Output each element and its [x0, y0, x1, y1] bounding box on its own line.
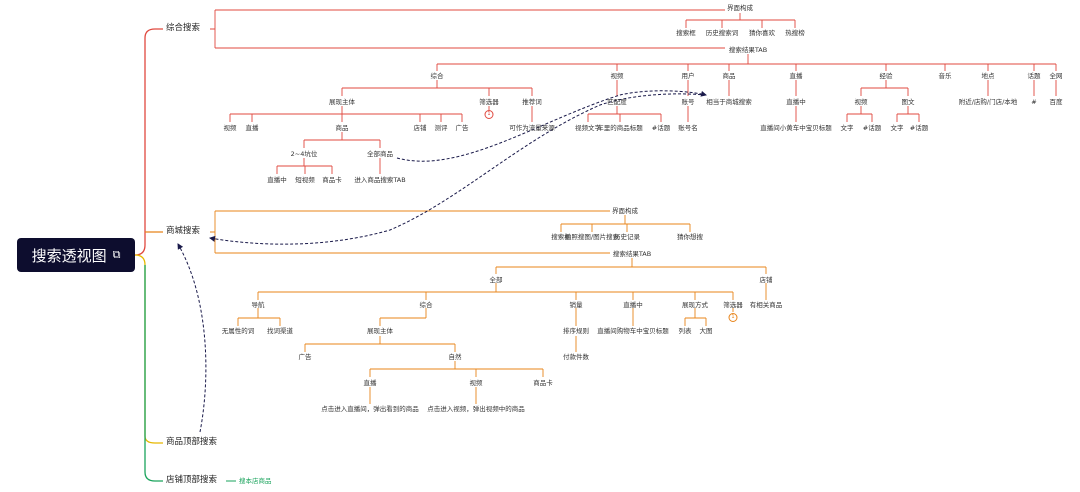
s2-sales-item[interactable]: 付款件数 — [563, 353, 589, 361]
s2-zh-main[interactable]: 展现主体 — [367, 327, 393, 335]
s1-video-child[interactable]: 匹配度 — [607, 98, 627, 106]
s2-shop-item[interactable]: 有相关商品 — [749, 301, 783, 309]
s1-tab[interactable]: 综合 — [430, 72, 444, 80]
branch-mall-search[interactable]: 商城搜索 — [166, 226, 201, 236]
s2-tab-node[interactable]: 搜索结果TAB — [612, 250, 652, 258]
s1-zh-main[interactable]: 展现主体 — [329, 98, 355, 106]
s2-all-item[interactable]: 综合 — [419, 301, 433, 309]
s1-video-item[interactable]: 视频文字 — [575, 124, 601, 132]
s2-all-item[interactable]: 展现方式 — [682, 301, 708, 309]
s2-display-item[interactable]: 列表 — [678, 327, 692, 335]
s1-ui-item[interactable]: 猜你喜欢 — [749, 29, 775, 37]
s1-video-item[interactable]: #话题 — [651, 124, 671, 132]
s1-user-item[interactable]: 账号名 — [678, 124, 698, 132]
s1-tab[interactable]: 视频 — [610, 72, 624, 80]
s1-goods-b-item[interactable]: 进入商品搜索TAB — [354, 176, 406, 184]
s1-tab[interactable]: 地点 — [981, 72, 995, 80]
s1-main-item[interactable]: 直播 — [245, 124, 259, 132]
s2-ui-node[interactable]: 界面构成 — [612, 207, 638, 215]
s1-tab[interactable]: 音乐 — [938, 72, 952, 80]
s1-goods-a-item[interactable]: 短视频 — [295, 176, 315, 184]
s2-all-item[interactable]: 导航 — [251, 301, 265, 309]
s1-goods-child[interactable]: 相当于商城搜索 — [706, 98, 752, 106]
s2-sales-child[interactable]: 排序规则 — [563, 327, 589, 335]
s2-ui-item[interactable]: 搜索框 — [551, 233, 571, 241]
branch-product-top-search[interactable]: 商品顶部搜索 — [166, 437, 218, 447]
s1-user-child[interactable]: 账号 — [681, 98, 695, 106]
s2-all-item[interactable]: 筛选器 — [723, 301, 743, 309]
s2-all[interactable]: 全部 — [489, 276, 503, 284]
s1-ui-item[interactable]: 热搜榜 — [785, 29, 805, 37]
s2-nav-item[interactable]: 找词渠道 — [267, 327, 293, 335]
collapse-icon[interactable]: 1 — [484, 110, 494, 119]
s1-main-item[interactable]: 店铺 — [413, 124, 427, 132]
s1-tab-node[interactable]: 搜索结果TAB — [728, 46, 768, 54]
s2-zh-item[interactable]: 自然 — [448, 353, 462, 361]
root-node[interactable]: 搜索透视图 ⧉ — [17, 238, 135, 272]
store-search-child[interactable]: 搜本店商品 — [239, 477, 272, 485]
s1-main-item[interactable]: 广告 — [455, 124, 469, 132]
collapse-icon[interactable]: 1 — [728, 313, 738, 322]
s1-goods-a[interactable]: 2~4坑位 — [290, 150, 318, 158]
s2-display-item[interactable]: 大图 — [699, 327, 713, 335]
s2-natural-item[interactable]: 直播 — [363, 379, 377, 387]
s1-exp-a-item[interactable]: #话题 — [862, 124, 882, 132]
s1-ui-item[interactable]: 历史搜索词 — [705, 29, 739, 37]
branch-general-search[interactable]: 综合搜索 — [166, 23, 201, 33]
s2-video-detail[interactable]: 点击进入视频，弹出视频中的商品 — [427, 405, 525, 413]
copy-icon[interactable]: ⧉ — [112, 248, 121, 261]
branch-store-top-search[interactable]: 店铺顶部搜索 — [166, 475, 218, 485]
s2-all-item[interactable]: 直播中 — [623, 301, 643, 309]
s1-live-child[interactable]: 直播中 — [786, 98, 806, 106]
s1-topic-child[interactable]: # — [1031, 98, 1037, 106]
s1-tab[interactable]: 话题 — [1027, 72, 1041, 80]
root-title: 搜索透视图 — [31, 246, 107, 265]
s2-ui-item[interactable]: 猜你想搜 — [677, 233, 703, 241]
s1-exp-a-item[interactable]: 文字 — [840, 124, 854, 132]
s1-zh-rec[interactable]: 推荐词 — [522, 98, 542, 106]
s1-tab[interactable]: 商品 — [722, 72, 736, 80]
s1-live-item[interactable]: 直播间小黄车中宝贝标题 — [760, 124, 832, 132]
s1-exp-b[interactable]: 图文 — [901, 98, 915, 106]
s2-natural-item[interactable]: 视频 — [469, 379, 483, 387]
s2-natural-item[interactable]: 商品卡 — [533, 379, 553, 387]
s1-goods-b[interactable]: 全部商品 — [367, 150, 393, 158]
s1-zh-rec-child[interactable]: 可作为流量来源 — [509, 124, 555, 132]
s1-exp-b-item[interactable]: #话题 — [909, 124, 929, 132]
s1-main-item[interactable]: 视频 — [223, 124, 237, 132]
s1-video-item[interactable]: 车里的商品标题 — [597, 124, 643, 132]
s1-ui-node[interactable]: 界面构成 — [727, 4, 753, 12]
s2-livein-child[interactable]: 直播间购物车中宝贝标题 — [597, 327, 669, 335]
s1-zh-filter[interactable]: 筛选器 — [479, 98, 499, 106]
s2-nav-item[interactable]: 无属性的词 — [221, 327, 255, 335]
s1-tab[interactable]: 经验 — [879, 72, 893, 80]
s1-tab[interactable]: 直播 — [789, 72, 803, 80]
s1-goods-a-item[interactable]: 商品卡 — [322, 176, 342, 184]
s1-web-child[interactable]: 百度 — [1049, 98, 1063, 106]
s1-tab[interactable]: 用户 — [681, 72, 695, 80]
s1-tab[interactable]: 全网 — [1049, 72, 1063, 80]
s1-place-child[interactable]: 附近/店购/门店/本地 — [958, 98, 1018, 106]
s1-main-item[interactable]: 测评 — [434, 124, 448, 132]
s1-ui-item[interactable]: 搜索框 — [676, 29, 696, 37]
s1-exp-a[interactable]: 视频 — [854, 98, 868, 106]
s1-exp-b-item[interactable]: 文字 — [890, 124, 904, 132]
s2-ui-item[interactable]: 拍照搜图/图片搜索 — [564, 233, 620, 241]
s2-all-item[interactable]: 销量 — [569, 301, 583, 309]
s1-goods-a-item[interactable]: 直播中 — [267, 176, 287, 184]
s2-shop[interactable]: 店铺 — [759, 276, 773, 284]
s2-live-detail[interactable]: 点击进入直播间，弹出看到的商品 — [321, 405, 419, 413]
s2-zh-item[interactable]: 广告 — [298, 353, 312, 361]
s2-ui-item[interactable]: 历史记录 — [614, 233, 640, 241]
s1-main-item[interactable]: 商品 — [335, 124, 349, 132]
